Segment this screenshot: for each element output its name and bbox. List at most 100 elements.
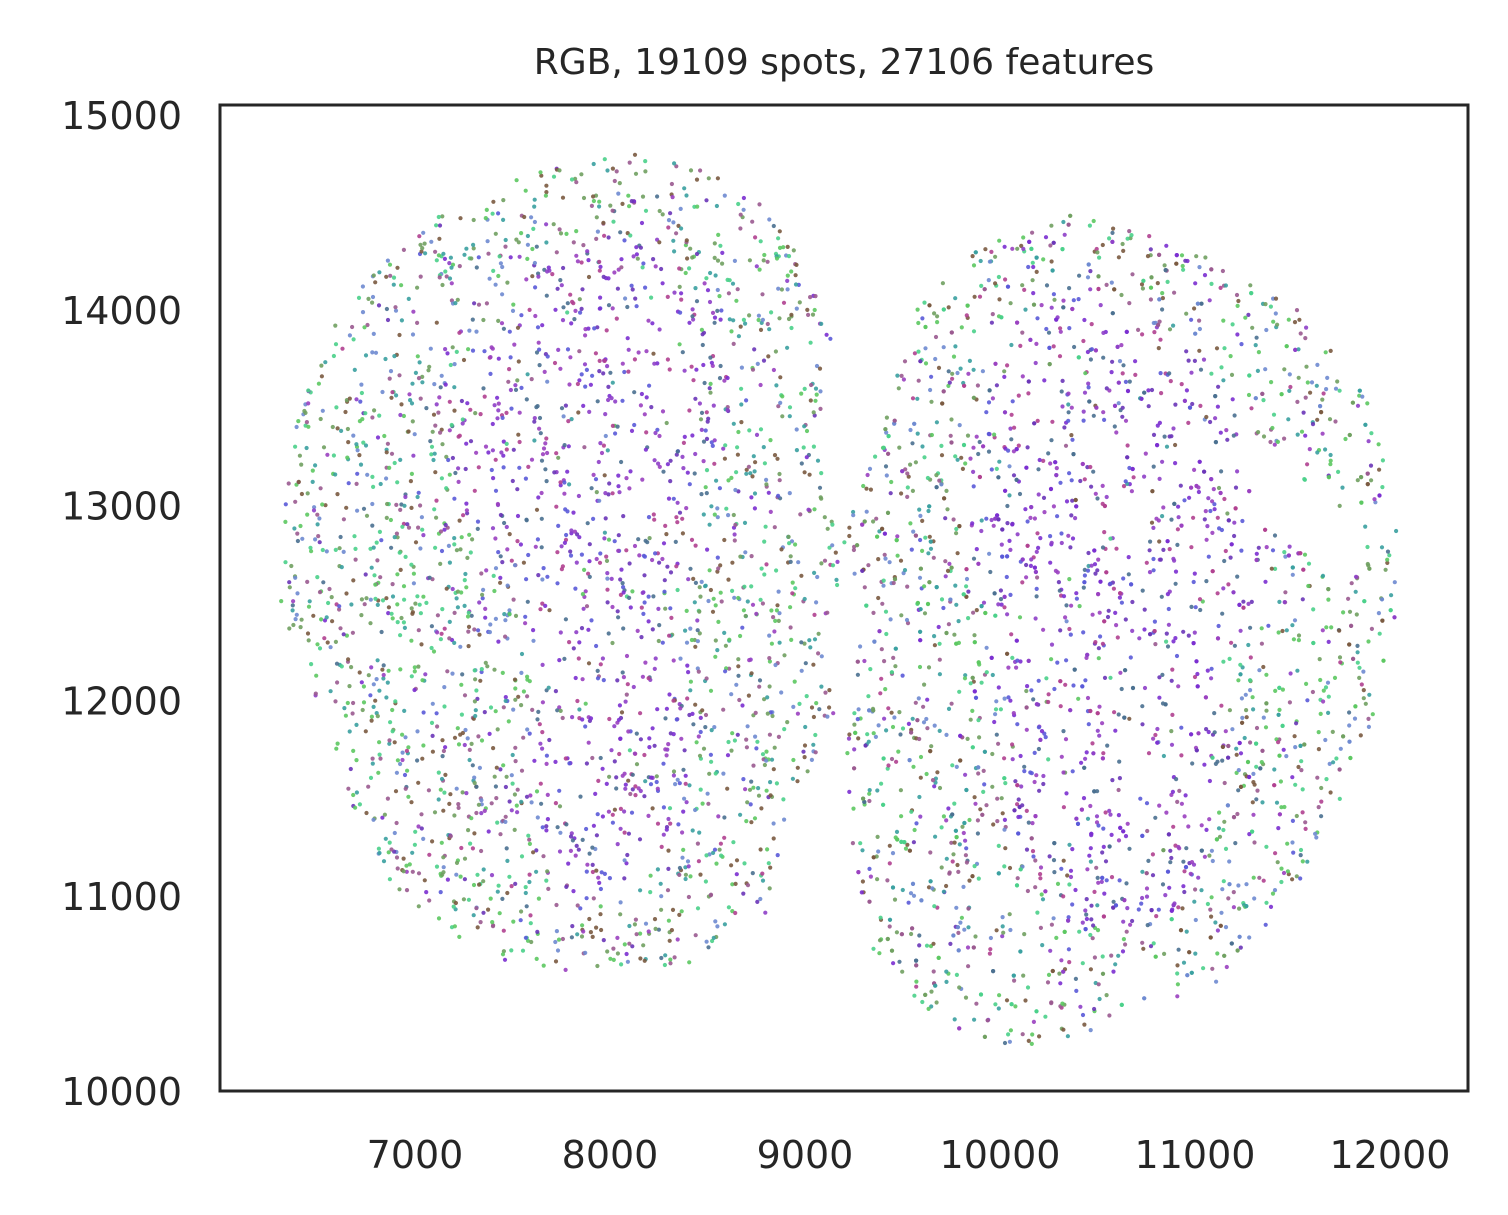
spot-point	[785, 720, 790, 725]
spot-point	[976, 876, 981, 881]
spot-point	[1147, 234, 1152, 239]
spot-point	[700, 708, 705, 713]
spot-point	[965, 945, 971, 950]
spot-point	[1049, 922, 1054, 927]
spot-point	[936, 365, 942, 370]
spot-point	[671, 732, 676, 737]
spot-point	[873, 734, 879, 740]
spot-point	[1089, 903, 1094, 908]
spot-point	[1254, 551, 1259, 556]
spot-point	[1161, 753, 1166, 759]
spot-point	[1269, 380, 1274, 385]
spot-point	[328, 645, 333, 650]
spot-point	[865, 732, 870, 737]
spot-point	[570, 715, 575, 720]
spot-point	[483, 615, 488, 620]
spot-point	[397, 550, 402, 555]
spot-point	[618, 577, 623, 582]
spot-point	[1114, 430, 1119, 435]
spot-point	[368, 546, 373, 551]
spot-point	[639, 391, 645, 397]
spot-point	[972, 1017, 977, 1022]
spot-point	[1213, 394, 1218, 399]
spot-point	[1282, 367, 1287, 372]
spot-point	[1264, 900, 1269, 905]
spot-point	[939, 443, 944, 448]
spot-point	[793, 282, 799, 287]
spot-point	[586, 661, 592, 666]
spot-point	[1154, 516, 1159, 521]
spot-point	[558, 231, 564, 236]
spot-point	[912, 993, 917, 998]
spot-point	[875, 834, 880, 840]
spot-point	[741, 195, 747, 201]
spot-point	[825, 610, 830, 615]
spot-point	[347, 333, 352, 338]
spot-point	[785, 287, 790, 292]
spot-point	[674, 452, 679, 457]
spot-point	[1001, 930, 1006, 935]
spot-point	[735, 732, 740, 737]
spot-point	[1034, 773, 1039, 778]
spot-point	[395, 866, 400, 871]
spot-point	[535, 325, 541, 330]
spot-point	[406, 429, 411, 434]
spot-point	[1008, 301, 1013, 306]
spot-point	[655, 707, 660, 712]
spot-point	[1261, 715, 1266, 720]
spot-point	[862, 658, 867, 664]
spot-point	[536, 495, 541, 500]
spot-point	[1376, 442, 1381, 447]
spot-point	[410, 419, 415, 424]
spot-point	[400, 757, 405, 763]
spot-point	[607, 481, 612, 486]
spot-point	[676, 822, 681, 827]
spot-point	[894, 930, 900, 935]
spot-point	[553, 759, 558, 765]
spot-point	[319, 374, 324, 379]
spot-point	[1304, 681, 1309, 687]
spot-point	[1061, 770, 1066, 775]
spot-point	[1236, 883, 1241, 888]
spot-point	[1040, 943, 1045, 948]
spot-point	[1268, 439, 1273, 445]
spot-point	[1237, 906, 1242, 911]
spot-point	[671, 220, 676, 225]
spot-point	[775, 603, 780, 608]
spot-point	[586, 571, 591, 576]
spot-point	[973, 801, 978, 806]
spot-point	[888, 491, 893, 496]
spot-point	[910, 441, 915, 446]
spot-point	[1015, 876, 1020, 881]
spot-point	[974, 608, 979, 613]
spot-point	[764, 482, 769, 487]
spot-point	[819, 471, 824, 476]
spot-point	[1281, 870, 1287, 876]
spot-point	[1160, 672, 1165, 678]
spot-point	[812, 637, 818, 642]
spot-point	[1287, 372, 1292, 377]
spot-point	[1074, 816, 1079, 821]
spot-point	[590, 755, 595, 761]
spot-point	[688, 566, 693, 571]
spot-point	[641, 943, 646, 948]
spot-point	[476, 628, 481, 633]
spot-point	[501, 465, 506, 470]
spot-point	[974, 434, 979, 439]
spot-point	[1088, 803, 1093, 809]
spot-point	[937, 641, 942, 646]
spot-point	[491, 268, 496, 273]
spot-point	[876, 557, 881, 562]
spot-point	[401, 869, 406, 874]
spot-point	[1189, 370, 1194, 375]
spot-point	[965, 433, 971, 438]
spot-point	[1257, 875, 1262, 880]
spot-point	[711, 403, 716, 408]
spot-point	[502, 957, 508, 962]
spot-point	[1357, 675, 1362, 681]
spot-point	[1094, 865, 1099, 870]
spot-point	[487, 276, 492, 281]
spot-point	[944, 488, 949, 493]
spot-point	[563, 756, 568, 761]
spot-point	[906, 721, 912, 727]
